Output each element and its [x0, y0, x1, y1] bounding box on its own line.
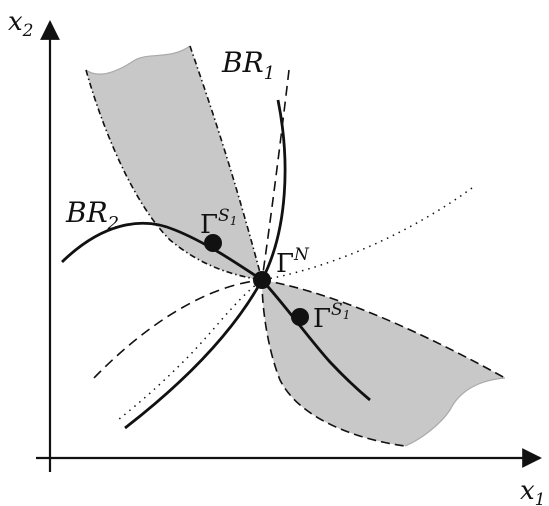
nash-label: ΓN	[276, 245, 310, 279]
br1-label: BR1	[221, 46, 275, 84]
upper-region-left-boundary	[85, 69, 263, 281]
upper-region-right-boundary	[189, 45, 263, 281]
s1-upper-label: ΓS1	[200, 206, 237, 240]
s1-lower-point	[291, 308, 309, 326]
upper-region-wavy-edge	[85, 45, 191, 75]
s1-upper-point	[204, 234, 222, 252]
lower-shaded-region	[262, 280, 505, 446]
x-axis-label: x1	[520, 476, 546, 506]
upper-shaded-region	[86, 46, 262, 280]
br2-label: BR2	[65, 196, 119, 234]
lower-region-bottom-boundary	[261, 279, 406, 447]
lower-region-wavy-edge	[404, 377, 506, 447]
s1-lower-label: ΓS1	[313, 300, 350, 334]
y-axis-label: x2	[8, 7, 34, 41]
nash-point	[253, 271, 271, 289]
dotted-curve	[117, 187, 473, 421]
